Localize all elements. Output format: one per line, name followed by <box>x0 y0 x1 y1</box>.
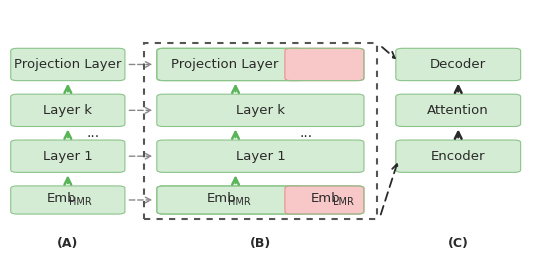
Text: Layer k: Layer k <box>236 104 285 117</box>
Text: Encoder: Encoder <box>431 150 486 163</box>
FancyBboxPatch shape <box>11 94 125 126</box>
FancyBboxPatch shape <box>396 48 521 81</box>
Text: ...: ... <box>299 126 313 140</box>
FancyBboxPatch shape <box>157 140 364 172</box>
Text: ...: ... <box>86 126 100 140</box>
FancyBboxPatch shape <box>396 94 521 126</box>
FancyBboxPatch shape <box>285 186 364 214</box>
Text: (C): (C) <box>448 237 469 250</box>
Text: Emb: Emb <box>47 192 76 205</box>
Text: Layer 1: Layer 1 <box>236 150 285 163</box>
Text: LMR: LMR <box>333 197 353 207</box>
Text: Layer 1: Layer 1 <box>43 150 93 163</box>
Text: Projection Layer: Projection Layer <box>14 58 121 71</box>
Text: (A): (A) <box>57 237 79 250</box>
FancyBboxPatch shape <box>11 186 125 214</box>
FancyBboxPatch shape <box>285 48 364 81</box>
FancyBboxPatch shape <box>11 140 125 172</box>
Text: Decoder: Decoder <box>430 58 486 71</box>
Text: Projection Layer: Projection Layer <box>171 58 278 71</box>
Text: (B): (B) <box>250 237 271 250</box>
Text: HMR: HMR <box>228 197 250 207</box>
Text: HMR: HMR <box>69 197 92 207</box>
FancyBboxPatch shape <box>157 48 304 81</box>
FancyBboxPatch shape <box>396 140 521 172</box>
FancyBboxPatch shape <box>157 186 304 214</box>
Text: Emb: Emb <box>311 192 340 205</box>
FancyBboxPatch shape <box>157 94 364 126</box>
Text: Emb: Emb <box>207 192 236 205</box>
FancyBboxPatch shape <box>11 48 125 81</box>
Text: Attention: Attention <box>427 104 489 117</box>
Text: Layer k: Layer k <box>43 104 92 117</box>
